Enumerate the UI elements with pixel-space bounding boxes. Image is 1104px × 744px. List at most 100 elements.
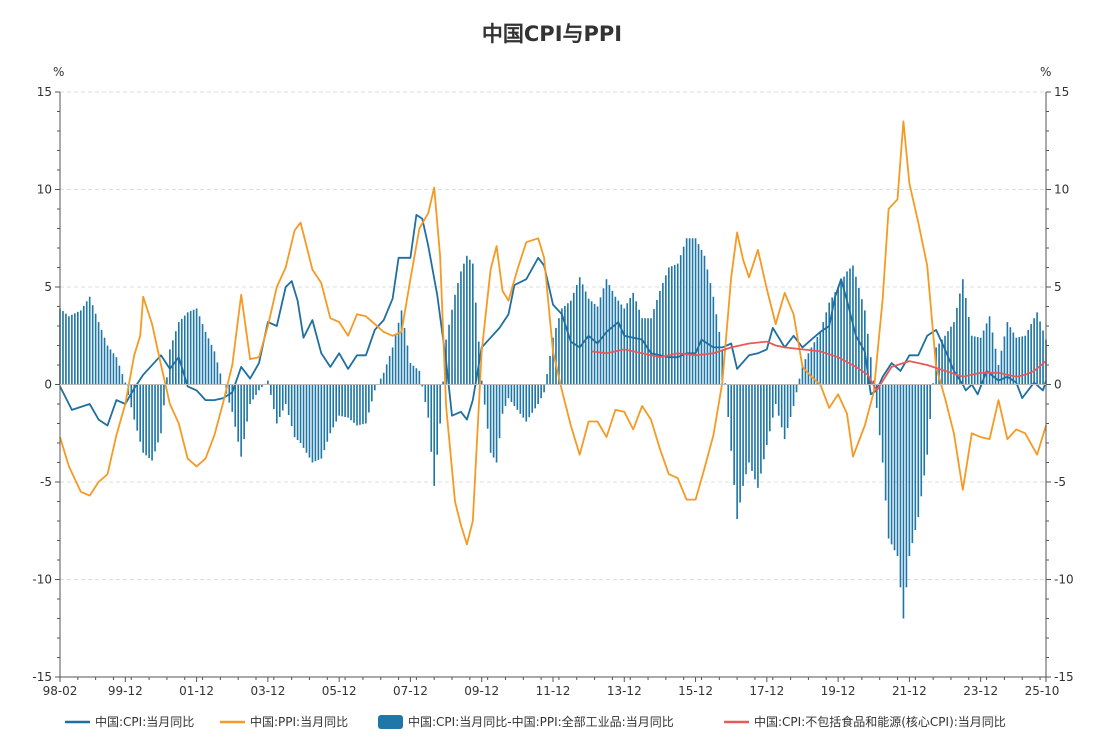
diff-bar — [249, 384, 251, 404]
diff-bar — [483, 384, 486, 405]
diff-bar — [575, 285, 578, 385]
diff-bar — [810, 347, 813, 385]
y-tick-label-left: 10 — [37, 183, 52, 197]
ppi-line — [59, 120, 1047, 546]
diff-bar — [938, 343, 940, 385]
diff-bar — [567, 303, 569, 385]
diff-bar — [584, 291, 587, 385]
diff-bar — [840, 281, 842, 385]
diff-bar — [962, 279, 964, 385]
diff-bar — [109, 349, 112, 385]
diff-bar — [676, 263, 679, 385]
legend: 中国:CPI:当月同比 中国:PPI:当月同比 中国:CPI:当月同比-中国:PPI… — [65, 714, 1006, 729]
diff-bar — [647, 318, 649, 385]
diff-bar — [454, 294, 456, 385]
diff-bar — [145, 384, 147, 456]
diff-bar — [555, 327, 557, 385]
diff-bar — [638, 309, 640, 385]
diff-bar — [130, 384, 133, 408]
diff-bar — [273, 384, 275, 410]
diff-bar — [700, 249, 703, 385]
y-tick-label-right: -10 — [1054, 573, 1074, 587]
diff-bar — [694, 238, 697, 385]
legend-label: 中国:CPI:不包括食品和能源(核心CPI):当月同比 — [754, 714, 1006, 729]
diff-bar — [730, 384, 733, 451]
y-tick-label-left: -5 — [40, 475, 52, 489]
diff-bar — [373, 384, 376, 391]
diff-bar — [1012, 332, 1015, 385]
diff-bar — [439, 384, 441, 424]
x-tick-label: 17-12 — [749, 684, 784, 698]
diff-bar — [136, 384, 139, 431]
x-tick-label: 99-12 — [108, 684, 143, 698]
diff-bar — [552, 337, 554, 385]
diff-bar — [133, 384, 136, 420]
diff-bar — [400, 310, 403, 385]
diff-bar — [1024, 335, 1027, 385]
diff-bar — [685, 238, 688, 385]
diff-bar — [474, 302, 477, 385]
diff-bar — [359, 384, 361, 425]
diff-bar — [338, 384, 340, 416]
diff-bar — [727, 384, 730, 417]
diff-bar — [979, 337, 982, 385]
diff-bar — [82, 305, 85, 385]
diff-bar — [828, 302, 831, 385]
diff-bar — [68, 316, 70, 385]
diff-bar — [760, 384, 762, 474]
diff-bar — [970, 335, 973, 385]
diff-bar — [261, 384, 263, 388]
diff-bar — [77, 311, 79, 385]
x-tick-label: 21-12 — [892, 684, 927, 698]
diff-bar — [421, 384, 424, 387]
diff-bar — [1015, 337, 1018, 385]
diff-bar — [347, 384, 349, 418]
diff-bar — [754, 384, 756, 480]
diff-bar — [332, 384, 335, 428]
diff-bar — [1033, 318, 1035, 385]
diff-bar — [406, 345, 409, 385]
diff-bar — [498, 384, 501, 439]
diff-bar — [587, 298, 590, 385]
x-tick-label: 25-10 — [1025, 684, 1060, 698]
diff-bar — [281, 384, 284, 411]
diff-bar — [175, 331, 177, 385]
diff-bar — [246, 384, 248, 422]
diff-bar — [91, 305, 94, 385]
diff-bar — [154, 384, 156, 452]
x-tick-label: 19-12 — [821, 684, 856, 698]
diff-bar — [757, 384, 759, 488]
diff-bar — [207, 338, 210, 385]
diff-bar — [869, 357, 872, 385]
diff-bar — [572, 292, 575, 385]
diff-bar — [777, 384, 780, 416]
diff-bar — [71, 314, 73, 385]
diff-bar — [341, 384, 343, 417]
y-tick-label-left: 0 — [44, 378, 52, 392]
diff-bar — [412, 365, 415, 385]
diff-bar — [379, 378, 382, 385]
diff-bar — [501, 384, 504, 414]
diff-bar — [632, 292, 635, 385]
diff-bar — [914, 384, 917, 531]
diff-bar — [932, 383, 934, 385]
diff-bar — [344, 384, 346, 417]
diff-bar — [451, 309, 453, 385]
diff-bar — [495, 384, 498, 463]
diff-bar — [578, 277, 581, 385]
diff-bar — [973, 336, 976, 385]
diff-bar — [278, 384, 281, 417]
diff-bar — [620, 304, 623, 385]
diff-bar — [697, 244, 700, 385]
diff-bar — [641, 318, 643, 385]
x-tick-label: 98-02 — [43, 684, 78, 698]
diff-bar — [471, 263, 474, 385]
diff-bar — [388, 355, 391, 385]
diff-bar — [959, 293, 961, 385]
diff-bar — [180, 318, 183, 385]
diff-bar — [718, 331, 721, 385]
diff-bar — [887, 384, 890, 539]
diff-bar — [192, 309, 195, 385]
diff-bar — [626, 303, 629, 385]
